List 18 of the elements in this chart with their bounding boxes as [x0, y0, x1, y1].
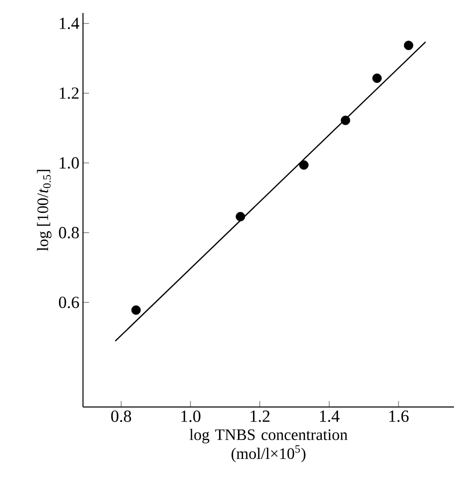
- point: [340, 116, 350, 126]
- y-tick-label: 1.4: [60, 18, 80, 30]
- x-tick-label: 1.0: [181, 410, 200, 422]
- point: [404, 40, 414, 50]
- x-axis-title: log TNBS concentration (mol/l×10$^{5}$): [190, 428, 348, 462]
- y-axis-title: log [100/t$_{0.5}$]: [36, 170, 52, 251]
- y-tick-label: 0.8: [58, 226, 79, 238]
- point: [131, 305, 141, 315]
- x-tick-label: 1.6: [389, 410, 409, 422]
- y-tick-label: 0.6: [58, 296, 79, 308]
- x-tick-label: 1.2: [250, 410, 270, 422]
- point: [236, 212, 246, 222]
- y-tick-label: 1.0: [60, 157, 79, 169]
- x-tick-label: 1.4: [320, 410, 340, 422]
- y-tick-label: 1.2: [60, 87, 79, 99]
- point: [299, 160, 309, 170]
- x-tick-label: 0.8: [111, 410, 132, 422]
- point: [372, 74, 382, 83]
